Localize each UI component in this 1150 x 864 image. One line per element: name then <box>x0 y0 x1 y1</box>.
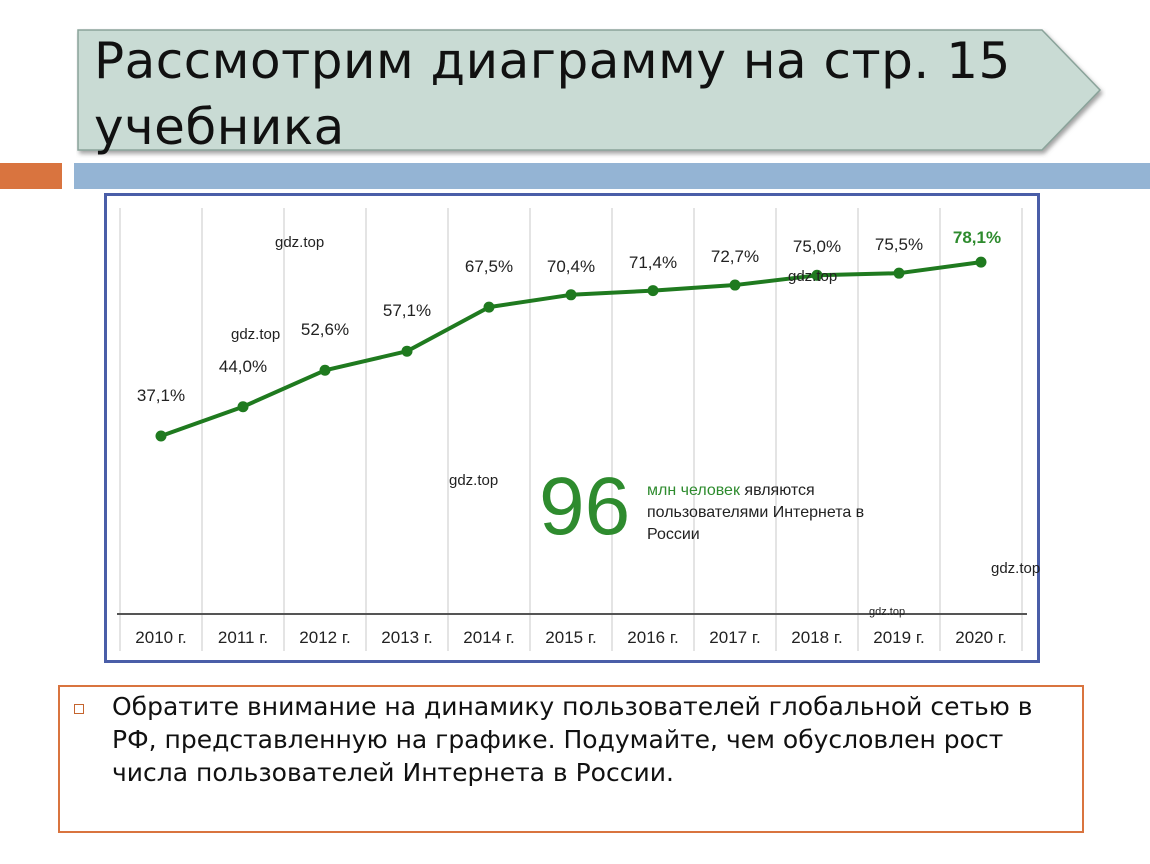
watermark: gdz.top <box>869 606 906 618</box>
data-point <box>483 301 495 313</box>
x-tick-label: 2016 г. <box>627 628 679 647</box>
data-label: 71,4% <box>628 252 678 272</box>
data-point <box>729 279 741 291</box>
users-count-caption: млн человек являются пользователями Инте… <box>647 480 877 546</box>
watermark: gdz.top <box>275 234 325 251</box>
data-label: 70,4% <box>546 256 596 276</box>
chart-plot-area <box>117 208 1027 651</box>
data-point <box>319 364 331 376</box>
title-banner <box>76 28 1106 158</box>
data-label: 75,0% <box>792 237 842 257</box>
data-label: 67,5% <box>464 257 514 277</box>
data-label: 44,0% <box>218 356 268 376</box>
x-tick-label: 2010 г. <box>135 628 187 647</box>
square-bullet-icon <box>74 704 84 714</box>
x-tick-label: 2012 г. <box>299 628 351 647</box>
data-label: 57,1% <box>382 301 432 321</box>
x-tick-label: 2017 г. <box>709 628 761 647</box>
data-point <box>565 289 577 301</box>
x-tick-label: 2018 г. <box>791 628 843 647</box>
x-tick-label: 2019 г. <box>873 628 925 647</box>
x-tick-label: 2020 г. <box>955 628 1007 647</box>
accent-bar-orange <box>0 163 62 189</box>
x-tick-label: 2014 г. <box>463 628 515 647</box>
data-label: 72,7% <box>710 247 760 267</box>
watermark: gdz.top <box>991 560 1041 577</box>
caption-text: являются пользователями Интернета в Росс… <box>647 482 865 543</box>
data-point <box>401 345 413 357</box>
data-point <box>155 430 167 442</box>
watermark: gdz.top <box>231 326 281 343</box>
watermark: gdz.top <box>788 268 838 285</box>
internet-users-chart: gdz.top gdz.top gdz.top gdz.top gdz.top … <box>104 193 1040 663</box>
x-tick-label: 2015 г. <box>545 628 597 647</box>
note-box: Обратите внимание на динамику пользовате… <box>58 685 1084 833</box>
x-tick-label: 2011 г. <box>217 628 269 647</box>
accent-bar-blue <box>74 163 1150 189</box>
x-tick-label: 2013 г. <box>381 628 433 647</box>
watermark: gdz.top <box>449 472 499 489</box>
caption-unit: млн человек <box>647 482 740 499</box>
users-count-number: 96 <box>539 461 631 552</box>
slide-title: Рассмотрим диаграмму на стр. 15 учебника <box>94 32 1011 156</box>
data-point <box>237 401 249 413</box>
note-text: Обратите внимание на динамику пользовате… <box>112 692 1033 787</box>
data-point <box>893 267 905 279</box>
data-label: 37,1% <box>136 386 186 405</box>
data-label: 78,1% <box>952 228 1002 248</box>
data-point <box>975 256 987 268</box>
title-banner-shape <box>77 29 1102 151</box>
data-label: 52,6% <box>300 320 350 340</box>
data-label: 75,5% <box>874 235 924 255</box>
data-point <box>811 269 823 281</box>
data-point <box>647 285 659 297</box>
